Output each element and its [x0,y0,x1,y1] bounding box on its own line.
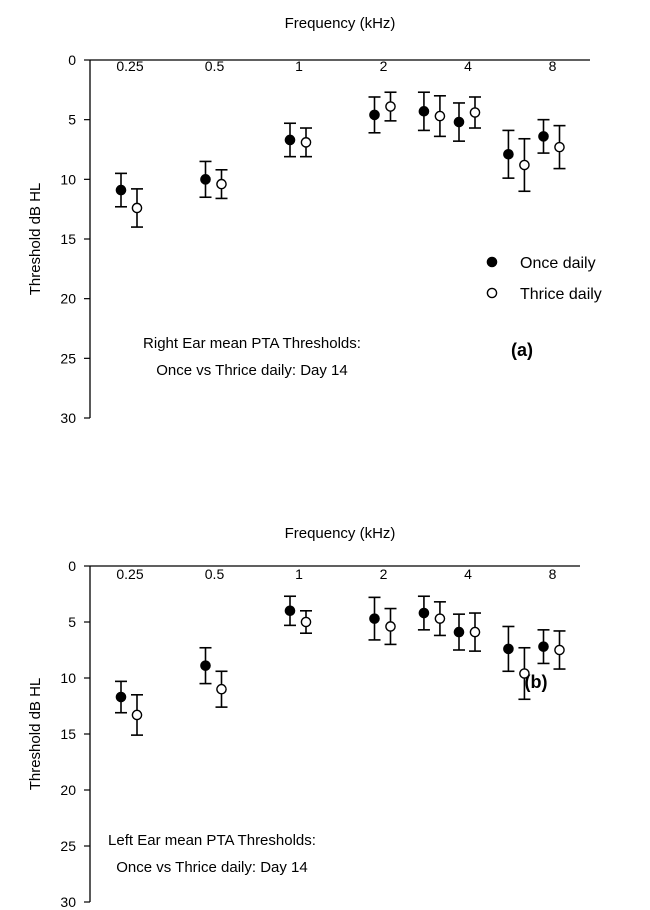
legend-marker [486,256,498,268]
panel-label: (b) [525,672,548,692]
y-tick-label: 30 [60,410,76,426]
once-daily-point [115,691,127,703]
thrice-daily-point [554,141,565,153]
once-daily-point [369,613,380,624]
x-tick-label: 0.5 [205,566,225,582]
once-daily-point [418,106,430,117]
thrice-daily-point [300,137,312,148]
y-tick-label: 10 [60,171,76,187]
once-daily-point [503,643,514,655]
legend-label: Once daily [520,255,596,272]
y-axis-title: Threshold dB HL [27,183,44,296]
once-daily-point [369,109,380,121]
once-daily-point [503,148,514,160]
y-tick-label: 10 [60,670,76,686]
panel-a: 0 5 10 15 20 25 30 0.25 0.5 1 2 4 8 Frequency (kHz) Th… [27,15,602,426]
y-tick-label: 15 [60,231,76,247]
thrice-daily-point [554,644,565,656]
x-axis-title: Frequency (kHz) [285,525,396,542]
y-tick-label: 0 [68,52,76,68]
thrice-daily-point [131,709,143,721]
once-daily-point [453,116,465,128]
y-tick-label: 5 [68,112,76,128]
legend-marker [486,287,498,299]
x-tick-label: 8 [549,566,557,582]
y-tick-label: 0 [68,558,76,574]
once-daily-point [418,607,430,619]
y-tick-label: 25 [60,350,76,366]
thrice-daily-point [216,683,227,695]
annotation-line: Once vs Thrice daily: Day 14 [156,362,347,379]
y-tick-label: 5 [68,614,76,630]
x-tick-label: 2 [380,58,388,74]
once-daily-point [115,184,127,196]
once-daily-point [453,626,465,638]
x-tick-label: 1 [295,58,303,74]
panel-label: (a) [511,340,533,360]
x-tick-label: 4 [464,566,472,582]
thrice-daily-point [385,101,396,112]
thrice-daily-point [469,626,481,638]
x-tick-label: 2 [380,566,388,582]
y-tick-label: 30 [60,894,76,910]
thrice-daily-point [300,616,312,628]
x-tick-label: 4 [464,58,472,74]
y-tick-label: 20 [60,291,76,307]
thrice-daily-point [131,202,143,214]
thrice-daily-point [385,621,396,632]
y-tick-label: 20 [60,782,76,798]
x-tick-label: 0.25 [116,58,143,74]
once-daily-point [538,131,549,142]
thrice-daily-point [434,613,446,624]
once-daily-point [284,605,296,617]
x-tick-label: 1 [295,566,303,582]
annotation-line: Left Ear mean PTA Thresholds: [108,832,316,849]
thrice-daily-point [519,668,530,679]
annotation-line: Right Ear mean PTA Thresholds: [143,335,361,352]
once-daily-point [284,134,296,146]
x-tick-label: 0.5 [205,58,225,74]
thrice-daily-point [216,178,227,190]
once-daily-point [200,660,211,671]
annotation-line: Once vs Thrice daily: Day 14 [116,859,307,876]
x-tick-label: 8 [549,58,557,74]
panel-b: 0 5 10 15 20 25 30 0.25 0.5 1 2 4 8 Frequency (kHz) Th… [27,525,580,910]
y-axis-title: Threshold dB HL [27,678,44,791]
y-tick-label: 15 [60,726,76,742]
thrice-daily-point [519,159,530,171]
once-daily-point [538,641,549,652]
legend-label: Thrice daily [520,286,602,303]
x-axis-title: Frequency (kHz) [285,15,396,32]
once-daily-point [200,174,211,185]
thrice-daily-point [434,110,446,122]
y-tick-label: 25 [60,838,76,854]
x-tick-label: 0.25 [116,566,143,582]
thrice-daily-point [469,107,481,118]
